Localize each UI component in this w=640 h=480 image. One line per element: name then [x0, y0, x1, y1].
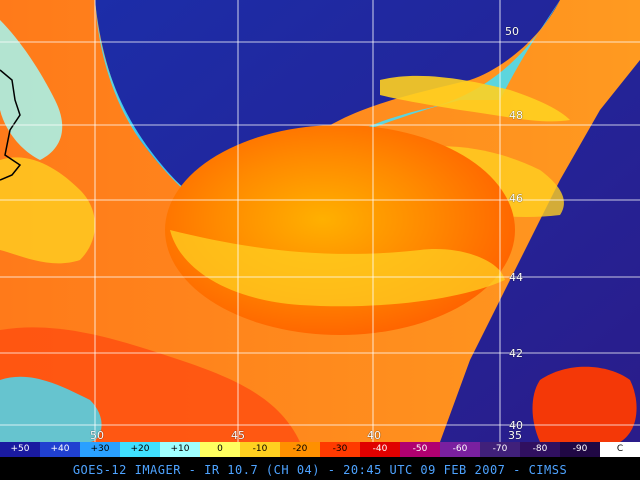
- color-scale-swatch: [400, 442, 440, 457]
- longitude-label: 40: [367, 429, 381, 442]
- latitude-label: 44: [509, 271, 523, 284]
- color-scale-swatch: [80, 442, 120, 457]
- color-scale-swatch: [520, 442, 560, 457]
- color-scale-swatch: [480, 442, 520, 457]
- longitude-label: 50: [90, 429, 104, 442]
- comma-cloud-band: [170, 230, 505, 307]
- coastline: [0, 69, 22, 181]
- image-caption: GOES-12 IMAGER - IR 10.7 (CH 04) - 20:45…: [72, 463, 568, 477]
- infrared-satellite-imagery: [0, 0, 640, 442]
- color-scale-swatch: [0, 442, 40, 457]
- latitude-label: 48: [509, 109, 523, 122]
- western-cloud-patch: [0, 157, 95, 264]
- color-scale-swatch: [320, 442, 360, 457]
- longitude-label: 45: [231, 429, 245, 442]
- latitude-label: 50: [505, 25, 519, 38]
- lat-lon-grid: [0, 0, 640, 442]
- color-scale-swatch: [560, 442, 600, 457]
- latitude-label: 46: [509, 192, 523, 205]
- cold-clear-air-region: [95, 0, 640, 442]
- temperature-color-scale: [0, 442, 640, 457]
- upper-cloud-band: [380, 75, 570, 122]
- latitude-label: 42: [509, 347, 523, 360]
- color-scale-swatch: [280, 442, 320, 457]
- southeast-convection: [532, 366, 637, 442]
- color-scale-swatch: [600, 442, 640, 457]
- color-scale-swatch: [200, 442, 240, 457]
- color-scale-swatch: [120, 442, 160, 457]
- color-scale-swatch: [360, 442, 400, 457]
- longitude-label: 35: [508, 429, 522, 442]
- color-scale-swatch: [160, 442, 200, 457]
- latitude-label: 40: [509, 419, 523, 432]
- color-scale-swatch: [440, 442, 480, 457]
- color-scale-swatch: [240, 442, 280, 457]
- southwest-cloud: [0, 376, 102, 442]
- color-scale-swatch: [40, 442, 80, 457]
